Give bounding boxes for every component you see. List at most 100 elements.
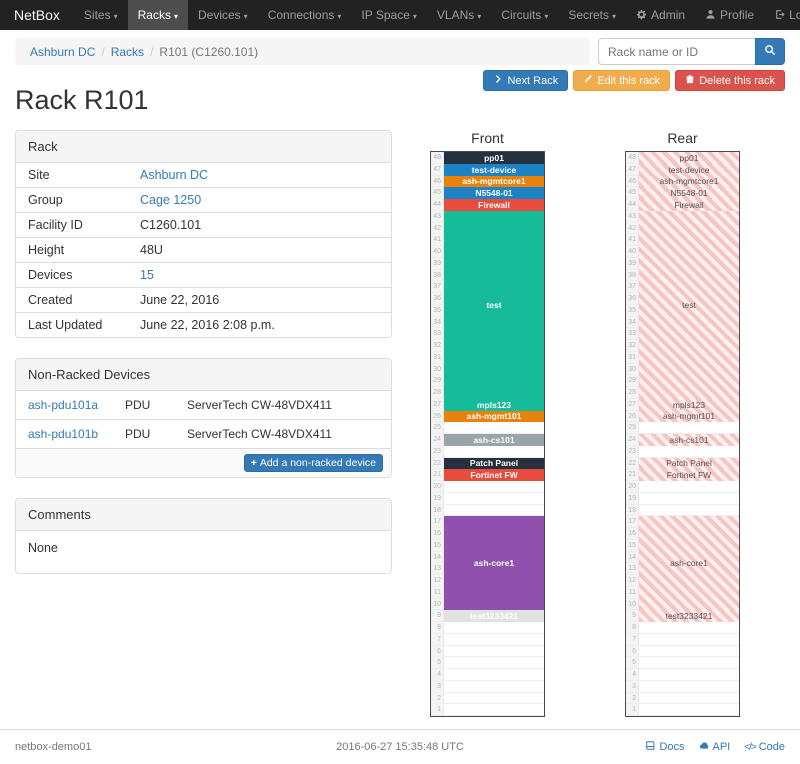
rack-device[interactable]: ash-cs101 [444,434,544,446]
attribute-label: Last Updated [28,318,103,332]
add-non-racked-device-button[interactable]: + Add a non-racked device [243,454,383,472]
rack-unit-row: 7 [626,633,739,646]
rack-unit-number: 21 [626,469,639,480]
caret-down-icon: ▾ [337,12,342,21]
rack-unit-number: 1 [626,704,639,715]
nav-item-log-out[interactable]: Log out [764,0,800,30]
nav-item-circuits[interactable]: Circuits ▾ [491,0,558,30]
rack-unit-number: 43 [431,210,444,222]
rack-unit-row: 6 [626,645,739,658]
rack-device[interactable]: test-device [444,163,544,176]
rack-unit-number: 39 [431,257,444,269]
rack-unit-number: 19 [431,492,444,504]
nav-item-admin[interactable]: Admin [626,0,695,30]
breadcrumb-link[interactable]: Ashburn DC [30,45,96,59]
rack-device[interactable]: N5548-01 [444,187,544,199]
rack-unit-number: 40 [431,246,444,257]
non-racked-devices-table: ash-pdu101a PDU ServerTech CW-48VDX411 ash-… [16,391,391,448]
rack-device[interactable]: Fortinet FW [444,469,544,481]
rack-search-input[interactable] [598,38,755,65]
next-rack-button[interactable]: Next Rack [483,70,569,91]
rack-device[interactable]: mpls123 [639,398,739,411]
navbar-right-menu: Admin Profile Log out [626,0,800,30]
rack-unit-number: 11 [626,586,639,598]
nav-item-racks[interactable]: Racks ▾ [127,0,188,30]
nav-item-devices[interactable]: Devices ▾ [188,0,258,30]
rack-device[interactable]: Firewall [444,199,544,211]
nav-item-ip-space[interactable]: IP Space ▾ [351,0,427,30]
rack-device[interactable]: pp01 [444,152,544,164]
rack-unit-row: 8 [431,622,544,634]
rack-device[interactable]: Patch Panel [444,457,544,470]
rack-device[interactable]: N5548-01 [639,187,739,199]
rack-device[interactable]: test [444,210,544,399]
rack-device[interactable]: ash-cs101 [639,434,739,446]
nav-item-sites[interactable]: Sites ▾ [74,0,128,30]
rack-device[interactable]: ash-mgmt101 [444,410,544,423]
footer-link-api[interactable]: API [699,740,730,754]
rack-device[interactable]: pp01 [639,152,739,164]
rack-device[interactable]: Fortinet FW [639,469,739,481]
nav-item-connections[interactable]: Connections ▾ [258,0,352,30]
rack-unit-number: 39 [626,257,639,269]
attribute-value-link[interactable]: Ashburn DC [140,168,209,182]
rack-search-button[interactable] [755,38,785,65]
caret-down-icon: ▾ [243,12,248,21]
rack-device[interactable]: ash-core1 [444,516,544,611]
footer-link-code[interactable]: </> Code [744,740,785,754]
rack-device[interactable]: ash-mgmtcore1 [444,175,544,188]
rack-unit-number: 22 [431,457,444,469]
rack-device-label: ash-cs101 [473,434,515,445]
rack-device[interactable]: Patch Panel [639,457,739,470]
rack-search-form [598,38,785,65]
rack-unit-number: 19 [626,492,639,504]
rack-unit-number: 24 [431,434,444,445]
delete-rack-button[interactable]: Delete this rack [675,70,785,91]
device-name-link[interactable]: ash-pdu101b [28,427,99,441]
device-name-cell: ash-pdu101a [16,391,121,419]
rack-unit-number: 15 [626,539,639,551]
rack-device-label: mpls123 [476,399,512,410]
rack-unit-number: 34 [626,316,639,328]
app-brand[interactable]: NetBox [14,7,60,23]
rack-front-elevation: Front 48 47 46 45 44 43 42 41 40 39 38 37 36 35 34 33 32… [430,130,545,717]
edit-rack-button[interactable]: Edit this rack [573,70,671,91]
device-role-cell: PDU [125,398,151,412]
rack-rear: 48 47 46 45 44 43 42 41 40 39 38 37 36 35 34 33 32 31 30 29… [625,151,740,717]
rack-device[interactable]: Firewall [639,199,739,211]
rack-device-label: ash-core1 [473,558,515,569]
rack-unit-number: 17 [626,516,639,527]
nav-item-vlans[interactable]: VLANs ▾ [427,0,491,30]
rack-device[interactable]: ash-core1 [639,516,739,611]
rack-unit-row: 5 [431,657,544,669]
rack-unit-number: 6 [431,645,444,657]
nav-item-profile[interactable]: Profile [695,0,764,30]
rack-device-label: Firewall [478,199,510,210]
nav-item-secrets[interactable]: Secrets ▾ [558,0,626,30]
rack-device-label: Fortinet FW [666,470,712,481]
attribute-row: Created June 22, 2016 [16,287,391,312]
attribute-value: Cage 1250 [128,188,391,212]
attribute-row: Site Ashburn DC [16,163,391,187]
attribute-value-link[interactable]: 15 [140,268,154,282]
breadcrumb-link[interactable]: Racks [110,45,145,59]
rack-unit-row: 23 [431,445,544,458]
rack-device-label: N5548-01 [475,188,513,199]
rack-device[interactable]: ash-mgmt101 [639,410,739,423]
attribute-value-link[interactable]: Cage 1250 [140,193,202,207]
rack-device[interactable]: test [639,210,739,399]
rack-device-label: pp01 [484,152,504,163]
footer-link-docs[interactable]: Docs [645,740,685,754]
device-type-cell: ServerTech CW-48VDX411 [187,427,332,441]
rack-device[interactable]: test3233421 [444,610,544,622]
rack-device[interactable]: mpls123 [444,398,544,411]
rack-unit-number: 1 [431,704,444,715]
device-name-link[interactable]: ash-pdu101a [28,398,99,412]
add-non-racked-device-label: Add a non-racked device [259,457,376,469]
rack-device[interactable]: test-device [639,163,739,176]
rack-device[interactable]: test3233421 [639,610,739,622]
rack-unit-number: 30 [626,363,639,375]
rack-device-label: ash-mgmtcore1 [462,176,526,187]
rack-device[interactable]: ash-mgmtcore1 [639,175,739,188]
rack-unit-number: 20 [626,481,639,492]
